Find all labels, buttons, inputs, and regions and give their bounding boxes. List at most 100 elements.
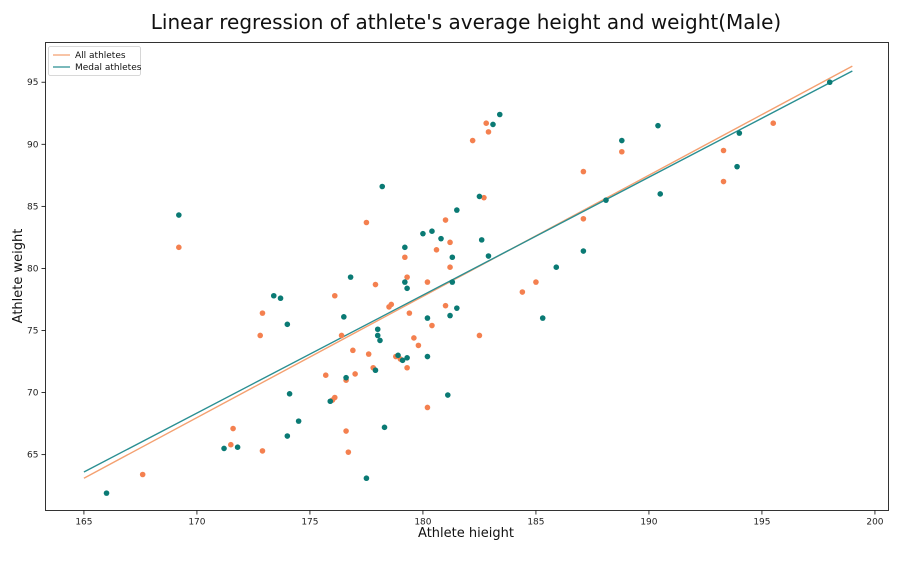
all-athletes-point [259,448,266,454]
all-athletes-point [345,449,352,455]
x-axis-label: Athlete hieight [418,526,514,541]
all-athletes-point [720,147,727,154]
all-athletes-point [365,351,372,357]
x-tick-label: 190 [640,518,657,528]
all-athletes-point [411,335,417,341]
medal-athletes-point [449,279,456,285]
medal-athletes-point [374,332,381,339]
all-athletes-point [433,247,440,253]
medal-athletes-point [402,244,408,251]
x-tick-label: 200 [866,518,883,528]
all-athletes-point [481,194,487,201]
legend-box [48,46,141,76]
medal-athletes-point [454,207,460,213]
all-athletes-point [350,347,356,354]
data-points [103,79,833,496]
all-athletes-point [352,371,358,377]
medal-athletes-point [734,163,740,170]
y-tick-label: 75 [27,327,38,337]
medal-athletes-point [476,193,483,200]
all-athletes-point [580,215,587,222]
medal-athletes-point [347,274,354,280]
medal-athletes-point [496,111,503,118]
medal-athletes-point [295,418,302,424]
all-athletes-point [442,302,449,309]
medal-athletes-point [404,285,410,292]
medal-athletes-point [438,235,444,242]
all-athletes-point [770,120,777,126]
all-athletes-point [139,471,146,478]
legend-label-medal-athletes: Medal athletes [75,63,142,73]
medal-athletes-point [619,137,625,144]
medal-athletes-point [379,183,386,190]
all-athletes-point [338,332,345,339]
medal-athletes-point [374,326,381,333]
medal-athletes-point [286,391,293,397]
all-athletes-point [388,301,395,308]
all-athletes-point [259,310,266,316]
all-athletes-point [485,129,492,135]
medal-athletes-point [603,197,609,203]
medal-athletes-point [221,445,227,452]
medal-athletes-point [176,212,182,218]
all-athletes-point [533,279,539,285]
all-athletes-point [476,332,483,339]
regression-line-medal-athletes [83,70,853,473]
medal-athletes-point [826,79,833,86]
legend-label-all-athletes: All athletes [75,51,126,61]
y-axis-ticks: 65 70 75 80 85 90 95 [27,78,46,461]
all-athletes-point [322,372,329,378]
y-axis-label: Athlete weight [11,229,26,324]
y-tick-label: 90 [27,140,39,150]
medal-athletes-point [341,314,347,320]
medal-athletes-point [655,122,661,129]
medal-athletes-point [447,312,453,319]
medal-athletes-point [377,337,383,344]
medal-athletes-point [657,191,664,197]
medal-athletes-point [404,355,410,361]
all-athletes-point [331,394,338,401]
medal-athletes-point [103,490,110,496]
medal-athletes-point [327,398,334,405]
all-athletes-point [402,254,408,261]
x-tick-label: 180 [414,518,431,528]
all-athletes-point [372,281,379,288]
all-athletes-point [257,332,264,339]
all-athletes-point [404,364,410,371]
all-athletes-point [447,264,453,270]
medal-athletes-point [424,353,431,360]
medal-athletes-point [444,392,451,398]
x-tick-label: 185 [527,518,544,528]
y-tick-label: 95 [27,78,38,88]
medal-athletes-point [449,254,456,261]
medal-athletes-point [424,315,431,321]
medal-athletes-point [343,374,349,381]
all-athletes-point [363,219,370,226]
y-tick-label: 85 [27,202,38,212]
medal-athletes-point [429,228,435,234]
all-athletes-point [424,279,431,285]
medal-athletes-point [277,295,284,302]
all-athletes-point [406,310,413,316]
all-athletes-point [415,342,422,349]
legend: All athletes Medal athletes [48,46,142,76]
all-athletes-point [230,425,236,432]
x-tick-label: 175 [301,518,318,528]
plot-area [45,42,889,511]
x-axis-ticks: 165 170 175 180 185 190 195 200 [75,510,884,528]
medal-athletes-point [399,357,406,364]
all-athletes-point [483,120,490,126]
medal-athletes-point [454,305,460,311]
all-athletes-point [519,289,526,295]
medal-athletes-point [539,315,546,321]
medal-athletes-point [580,248,587,254]
all-athletes-point [343,428,349,434]
chart-title: Linear regression of athlete's average h… [151,10,781,34]
all-athletes-point [429,322,435,329]
all-athletes-point [619,148,625,155]
medal-athletes-point [736,130,743,136]
medal-athletes-point [284,321,291,328]
x-tick-label: 170 [188,518,205,528]
medal-athletes-point [270,292,277,299]
